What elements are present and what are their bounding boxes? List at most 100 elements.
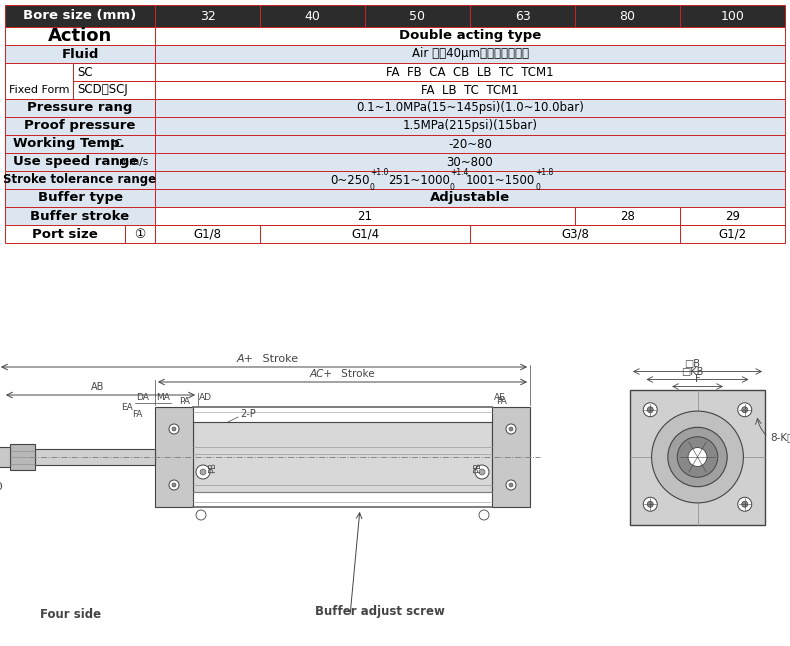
Bar xyxy=(5,63,73,99)
Text: -20~80: -20~80 xyxy=(448,138,492,151)
Text: G1/2: G1/2 xyxy=(718,227,747,240)
Bar xyxy=(155,5,260,27)
Text: G1/8: G1/8 xyxy=(194,227,221,240)
Bar xyxy=(155,407,193,507)
Bar xyxy=(680,5,785,27)
Circle shape xyxy=(677,437,718,477)
Text: AB: AB xyxy=(92,382,105,392)
Text: Double acting type: Double acting type xyxy=(399,30,541,43)
Text: Port size: Port size xyxy=(32,227,98,240)
Text: 63: 63 xyxy=(514,10,530,23)
Text: Stroke: Stroke xyxy=(259,354,298,364)
Circle shape xyxy=(506,480,516,490)
Bar xyxy=(155,171,785,189)
Bar xyxy=(155,99,785,117)
Bar xyxy=(155,45,785,63)
Text: Proof pressure: Proof pressure xyxy=(24,120,136,132)
Text: EA: EA xyxy=(121,403,133,412)
Text: Buffer stroke: Buffer stroke xyxy=(31,209,130,222)
Text: G3/8: G3/8 xyxy=(561,227,589,240)
Text: PA: PA xyxy=(497,397,507,406)
Text: Stroke tolerance range: Stroke tolerance range xyxy=(3,174,156,187)
Bar xyxy=(470,5,575,27)
Bar xyxy=(630,390,765,525)
Bar xyxy=(575,5,680,27)
Bar xyxy=(0,447,10,467)
Text: mm/s: mm/s xyxy=(119,157,149,167)
Bar xyxy=(492,407,530,507)
Text: 32: 32 xyxy=(200,10,216,23)
Bar xyxy=(470,225,680,243)
Text: 1001~1500: 1001~1500 xyxy=(466,174,535,187)
Bar xyxy=(680,207,785,225)
Text: Fluid: Fluid xyxy=(62,48,99,61)
Text: Buffer adjust screw: Buffer adjust screw xyxy=(315,605,445,618)
Text: 28: 28 xyxy=(620,209,635,222)
Circle shape xyxy=(742,407,748,413)
Text: AC+: AC+ xyxy=(310,369,333,379)
Bar xyxy=(155,81,785,99)
Circle shape xyxy=(475,465,489,479)
Bar xyxy=(5,99,155,117)
Text: +1.0: +1.0 xyxy=(370,168,389,177)
Bar xyxy=(5,207,155,225)
Bar xyxy=(155,63,785,81)
Circle shape xyxy=(647,407,653,413)
Text: 8-K深KA: 8-K深KA xyxy=(770,432,790,442)
Circle shape xyxy=(668,427,728,486)
Circle shape xyxy=(647,501,653,507)
Circle shape xyxy=(643,402,657,417)
Text: Use speed range: Use speed range xyxy=(13,156,138,169)
Text: ℃: ℃ xyxy=(110,139,122,149)
Text: DA: DA xyxy=(137,393,149,402)
Circle shape xyxy=(509,427,513,431)
Circle shape xyxy=(479,510,489,520)
Text: 0: 0 xyxy=(450,183,455,192)
Bar xyxy=(260,225,470,243)
Circle shape xyxy=(200,469,206,475)
Bar xyxy=(5,171,155,189)
Circle shape xyxy=(506,424,516,434)
Text: □KB: □KB xyxy=(681,366,704,377)
Text: 100: 100 xyxy=(720,10,744,23)
Text: PB: PB xyxy=(208,462,217,473)
Text: 0.1~1.0MPa(15~145psi)(1.0~10.0bar): 0.1~1.0MPa(15~145psi)(1.0~10.0bar) xyxy=(356,101,584,114)
Text: SCD、SCJ: SCD、SCJ xyxy=(77,83,128,96)
Text: 2-P: 2-P xyxy=(240,409,256,419)
Bar xyxy=(155,225,260,243)
Text: +1.8: +1.8 xyxy=(535,168,553,177)
Text: AD: AD xyxy=(198,393,212,402)
Bar xyxy=(365,5,470,27)
Text: Adjustable: Adjustable xyxy=(430,191,510,205)
Circle shape xyxy=(172,483,176,487)
Text: 0: 0 xyxy=(370,183,375,192)
Text: Air （組40μm以上琅網過瀦）: Air （組40μm以上琅網過瀦） xyxy=(412,48,529,61)
Text: 0: 0 xyxy=(535,183,540,192)
Text: SC: SC xyxy=(77,65,92,79)
Text: Stroke: Stroke xyxy=(337,369,374,379)
Text: 0~250: 0~250 xyxy=(330,174,370,187)
Text: Four side: Four side xyxy=(40,608,101,621)
Bar xyxy=(575,207,680,225)
Text: 251~1000: 251~1000 xyxy=(388,174,450,187)
Bar xyxy=(5,189,155,207)
Bar xyxy=(5,135,155,153)
Bar xyxy=(680,225,785,243)
Bar xyxy=(73,81,155,99)
Circle shape xyxy=(509,483,513,487)
Text: AE: AE xyxy=(494,393,506,402)
Text: 50: 50 xyxy=(409,10,426,23)
Text: □B: □B xyxy=(684,359,701,368)
Circle shape xyxy=(738,497,752,511)
Circle shape xyxy=(738,402,752,417)
Text: Pressure rang: Pressure rang xyxy=(28,101,133,114)
Text: 40: 40 xyxy=(305,10,321,23)
Circle shape xyxy=(643,497,657,511)
Circle shape xyxy=(169,480,179,490)
Text: F: F xyxy=(694,373,700,384)
Bar xyxy=(155,27,785,45)
Circle shape xyxy=(742,501,748,507)
Text: MA: MA xyxy=(156,393,170,402)
Circle shape xyxy=(172,427,176,431)
Circle shape xyxy=(169,424,179,434)
